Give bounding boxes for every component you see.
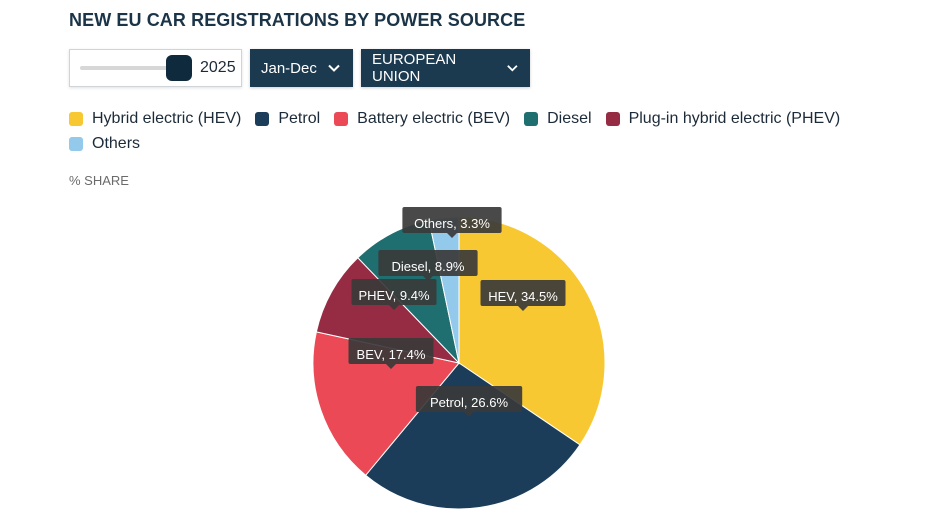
region-dropdown-label: EUROPEAN UNION [372, 51, 457, 85]
period-dropdown-label: Jan-Dec [261, 59, 317, 77]
slice-label-box [348, 338, 434, 364]
slice-label-pointer [447, 233, 457, 238]
slider-track[interactable] [80, 66, 186, 70]
legend-label: Hybrid electric (HEV) [92, 110, 242, 127]
slice-label-pointer [389, 305, 399, 310]
slice-label-box [415, 386, 523, 412]
slice-label-diesel: Diesel, 8.9% [378, 250, 478, 281]
slice-label-text: Diesel, 8.9% [392, 259, 465, 274]
legend-swatch [69, 112, 83, 126]
legend-item-phev[interactable]: Plug-in hybrid electric (PHEV) [605, 109, 841, 129]
slider-handle[interactable] [166, 55, 192, 81]
slice-label-phev: PHEV, 9.4% [351, 279, 437, 310]
year-slider[interactable]: 2025 [69, 49, 242, 87]
slice-label-text: Petrol, 26.6% [430, 395, 508, 410]
slice-label-text: Others, 3.3% [414, 216, 490, 231]
period-dropdown[interactable]: Jan-Dec [250, 49, 353, 87]
slice-label-pointer [386, 364, 396, 369]
legend-label: Others [92, 135, 141, 152]
legend-swatch [334, 112, 349, 126]
slice-label-text: BEV, 17.4% [357, 347, 426, 362]
legend-item-hev[interactable]: Hybrid electric (HEV) [69, 109, 241, 129]
legend-swatch [69, 137, 83, 151]
slice-label-box [402, 207, 502, 233]
legend-label: Petrol [278, 110, 321, 127]
legend-item-diesel[interactable]: Diesel [524, 109, 592, 129]
legend-item-others[interactable]: Others [69, 134, 140, 154]
slice-label-box [351, 279, 437, 305]
legend-label: Diesel [547, 110, 592, 127]
region-dropdown[interactable]: EUROPEAN UNION [361, 49, 530, 87]
pie-slice-petrol[interactable] [364, 362, 581, 510]
controls-bar: 2025 Jan-Dec EUROPEAN UNION [69, 49, 530, 87]
slice-label-pointer [464, 412, 474, 417]
slice-label-text: PHEV, 9.4% [358, 288, 430, 303]
slice-label-petrol: Petrol, 26.6% [415, 386, 523, 417]
slice-label-hev: HEV, 34.5% [480, 280, 566, 311]
slice-label-bev: BEV, 17.4% [348, 338, 434, 369]
legend-label: Plug-in hybrid electric (PHEV) [628, 110, 841, 127]
slice-label-text: HEV, 34.5% [488, 289, 558, 304]
slice-labels: HEV, 34.5% Petrol, 26.6% BEV, 17.4% PHEV, 9… [348, 207, 566, 417]
legend-label: Battery electric (BEV) [357, 110, 511, 127]
chart-title: NEW EU CAR REGISTRATIONS BY POWER SOURCE [69, 10, 526, 30]
legend-item-bev[interactable]: Battery electric (BEV) [334, 109, 510, 129]
chevron-down-icon [507, 65, 518, 72]
slice-label-box [378, 250, 478, 276]
legend-swatch [255, 112, 270, 126]
slice-label-pointer [518, 306, 528, 311]
legend-swatch [605, 112, 620, 126]
chevron-down-icon [328, 64, 340, 72]
slice-label-pointer [423, 276, 433, 281]
legend-swatch [524, 112, 539, 126]
legend-item-petrol[interactable]: Petrol [255, 109, 320, 129]
unit-label: % SHARE [69, 173, 129, 188]
chart-legend: Hybrid electric (HEV) Petrol Battery ele… [69, 109, 869, 154]
slice-label-others: Others, 3.3% [402, 207, 502, 238]
slice-label-box [480, 280, 566, 306]
year-label: 2025 [200, 59, 236, 76]
pie-slice-bev[interactable] [312, 331, 460, 476]
